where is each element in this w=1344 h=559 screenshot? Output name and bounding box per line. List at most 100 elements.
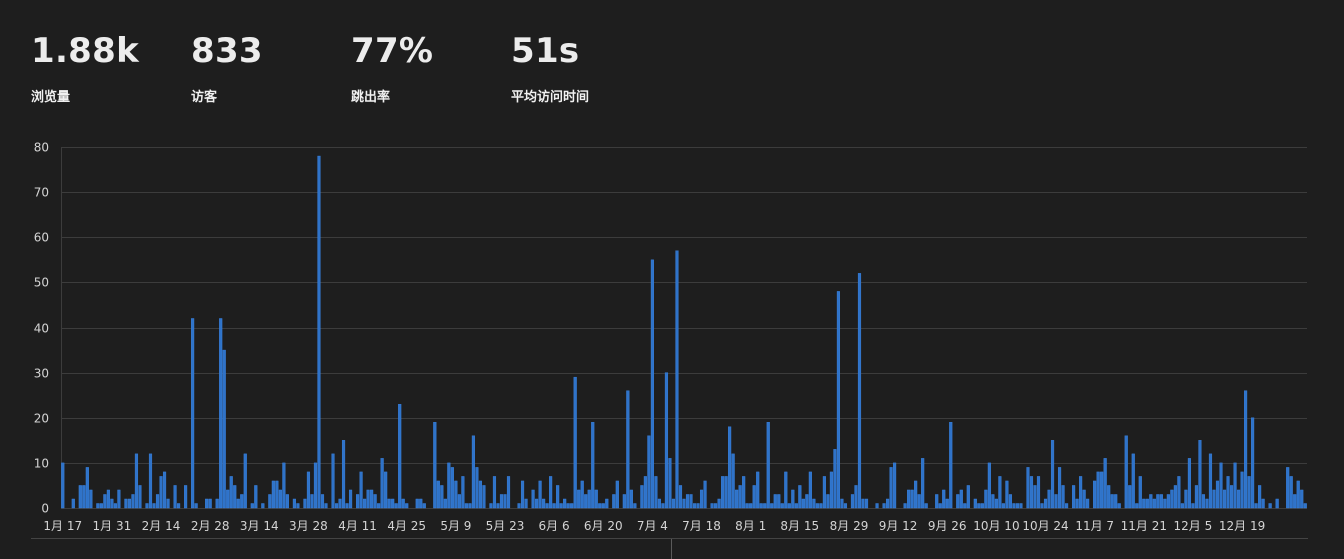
stat-pageviews[interactable]: 1.88k 浏览量 bbox=[31, 30, 139, 106]
chart-bar[interactable] bbox=[843, 503, 848, 509]
chart-bar[interactable] bbox=[535, 498, 539, 509]
chart-bar[interactable] bbox=[117, 489, 121, 509]
chart-bar[interactable] bbox=[612, 494, 616, 509]
chart-bar[interactable] bbox=[457, 494, 461, 509]
chart-bar[interactable] bbox=[784, 471, 788, 509]
chart-bar[interactable] bbox=[945, 498, 949, 509]
chart-bar[interactable] bbox=[864, 498, 869, 509]
chart-bar[interactable] bbox=[587, 489, 591, 509]
chart-bar[interactable] bbox=[1166, 494, 1170, 509]
chart-bar[interactable] bbox=[1300, 489, 1304, 509]
chart-bar[interactable] bbox=[1012, 503, 1016, 509]
chart-bar[interactable] bbox=[468, 503, 472, 509]
chart-bar[interactable] bbox=[454, 480, 458, 509]
chart-bar[interactable] bbox=[162, 471, 167, 509]
chart-bar[interactable] bbox=[1040, 503, 1044, 509]
chart-bar[interactable] bbox=[791, 489, 795, 509]
chart-bar[interactable] bbox=[517, 503, 521, 509]
chart-bar[interactable] bbox=[963, 503, 967, 509]
chart-bar[interactable] bbox=[1208, 453, 1213, 509]
chart-bar[interactable] bbox=[538, 480, 542, 509]
chart-bar[interactable] bbox=[475, 467, 479, 509]
chart-bar[interactable] bbox=[461, 476, 465, 509]
chart-bar[interactable] bbox=[1131, 453, 1135, 509]
chart-bar[interactable] bbox=[977, 503, 981, 509]
chart-bar[interactable] bbox=[229, 476, 233, 509]
chart-bar[interactable] bbox=[1008, 494, 1012, 509]
chart-bar[interactable] bbox=[1036, 476, 1041, 509]
chart-bar[interactable] bbox=[594, 489, 598, 509]
chart-bar[interactable] bbox=[1173, 485, 1177, 509]
chart-bar[interactable] bbox=[763, 503, 767, 509]
chart-bar[interactable] bbox=[271, 480, 275, 509]
chart-bar[interactable] bbox=[1057, 467, 1062, 509]
chart-bar[interactable] bbox=[1128, 485, 1132, 509]
chart-bar[interactable] bbox=[850, 494, 855, 509]
chart-bar[interactable] bbox=[570, 503, 574, 509]
chart-bar[interactable] bbox=[836, 291, 840, 509]
chart-bar[interactable] bbox=[1124, 435, 1128, 509]
chart-bar[interactable] bbox=[1247, 476, 1251, 509]
chart-bar[interactable] bbox=[1229, 485, 1234, 509]
chart-bar[interactable] bbox=[917, 494, 921, 509]
chart-bar[interactable] bbox=[78, 485, 82, 509]
chart-bar[interactable] bbox=[1138, 476, 1142, 509]
chart-bar[interactable] bbox=[591, 422, 595, 509]
chart-bar[interactable] bbox=[973, 498, 977, 509]
chart-bar[interactable] bbox=[370, 489, 374, 509]
chart-bar[interactable] bbox=[405, 503, 409, 509]
chart-bar[interactable] bbox=[1163, 498, 1167, 509]
chart-bar[interactable] bbox=[759, 503, 763, 509]
chart-bar[interactable] bbox=[1093, 480, 1097, 509]
chart-bar[interactable] bbox=[145, 503, 149, 509]
chart-bar[interactable] bbox=[1043, 498, 1048, 509]
chart-bar[interactable] bbox=[1110, 494, 1114, 509]
chart-bar[interactable] bbox=[338, 498, 342, 509]
chart-bar[interactable] bbox=[724, 476, 728, 509]
chart-bar[interactable] bbox=[994, 498, 998, 509]
chart-bar[interactable] bbox=[1142, 498, 1146, 509]
chart-bar[interactable] bbox=[1029, 476, 1034, 509]
chart-bar[interactable] bbox=[714, 503, 718, 509]
chart-bar[interactable] bbox=[1047, 489, 1051, 509]
chart-bar[interactable] bbox=[233, 485, 237, 509]
chart-bar[interactable] bbox=[1180, 503, 1184, 509]
chart-bar[interactable] bbox=[1107, 485, 1111, 509]
chart-bar[interactable] bbox=[580, 480, 584, 509]
chart-bar[interactable] bbox=[938, 503, 942, 509]
chart-bar[interactable] bbox=[440, 485, 444, 509]
chart-bar[interactable] bbox=[1236, 489, 1241, 509]
chart-bar[interactable] bbox=[524, 498, 528, 509]
chart-bar[interactable] bbox=[303, 498, 307, 509]
chart-bar[interactable] bbox=[991, 494, 995, 509]
chart-bar[interactable] bbox=[492, 476, 497, 509]
chart-bar[interactable] bbox=[640, 485, 644, 509]
chart-bar[interactable] bbox=[166, 498, 170, 509]
chart-bar[interactable] bbox=[1194, 485, 1199, 509]
chart-bar[interactable] bbox=[1100, 471, 1104, 509]
chart-bar[interactable] bbox=[320, 494, 325, 509]
chart-bar[interactable] bbox=[685, 494, 690, 509]
chart-bar[interactable] bbox=[689, 494, 693, 509]
chart-bar[interactable] bbox=[134, 453, 139, 509]
chart-bar[interactable] bbox=[1156, 494, 1160, 509]
chart-bar[interactable] bbox=[661, 503, 665, 509]
chart-bar[interactable] bbox=[1079, 476, 1083, 509]
chart-bar[interactable] bbox=[155, 494, 160, 509]
chart-bar[interactable] bbox=[815, 503, 819, 509]
chart-bar[interactable] bbox=[563, 498, 567, 509]
chart-bar[interactable] bbox=[787, 503, 791, 509]
chart-bar[interactable] bbox=[222, 349, 226, 509]
chart-bar[interactable] bbox=[184, 485, 188, 509]
chart-bar[interactable] bbox=[1033, 485, 1037, 509]
chart-bar[interactable] bbox=[949, 422, 953, 509]
chart-bar[interactable] bbox=[1286, 467, 1290, 509]
chart-bar[interactable] bbox=[384, 471, 388, 509]
chart-bar[interactable] bbox=[110, 498, 114, 509]
chart-bar[interactable] bbox=[127, 498, 132, 509]
chart-bar[interactable] bbox=[629, 489, 633, 509]
chart-bar[interactable] bbox=[914, 480, 918, 509]
chart-bar[interactable] bbox=[584, 494, 588, 509]
chart-bar[interactable] bbox=[556, 485, 560, 509]
chart-bar[interactable] bbox=[752, 485, 756, 509]
